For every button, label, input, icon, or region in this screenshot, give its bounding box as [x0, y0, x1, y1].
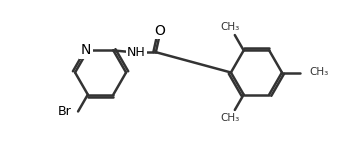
Text: CH₃: CH₃: [220, 22, 240, 32]
Text: N: N: [81, 43, 91, 57]
Text: Br: Br: [58, 105, 72, 118]
Text: NH: NH: [127, 46, 146, 59]
Text: CH₃: CH₃: [220, 113, 240, 123]
Text: CH₃: CH₃: [309, 68, 328, 77]
Text: O: O: [154, 24, 165, 38]
